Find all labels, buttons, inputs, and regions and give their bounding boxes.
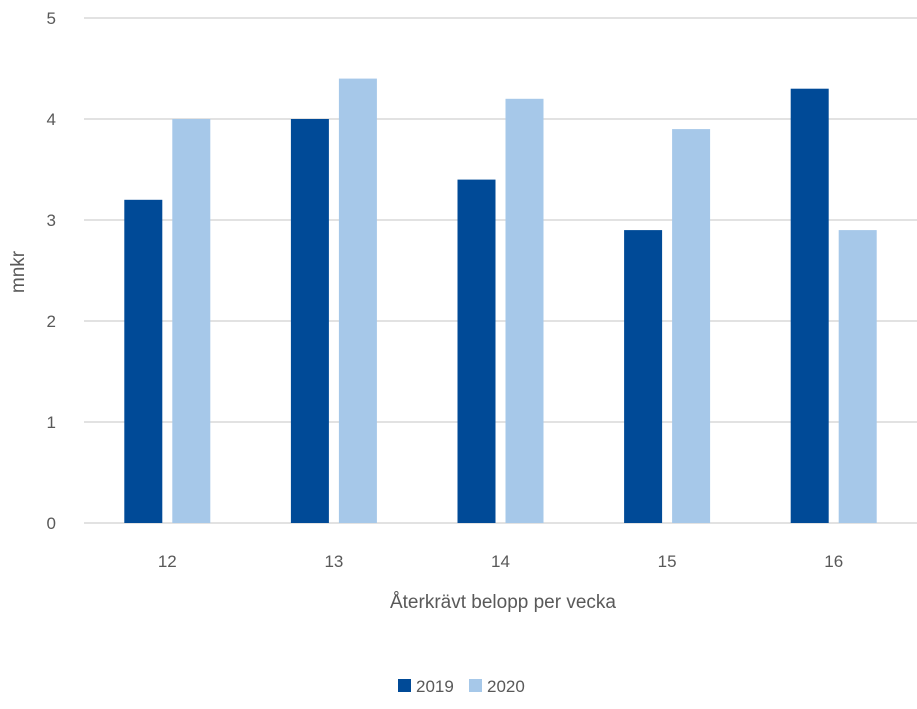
bars xyxy=(124,78,877,524)
bar-2020-13 xyxy=(338,78,377,523)
bar-2020-15 xyxy=(672,129,711,523)
y-axis-title: mnkr xyxy=(8,250,29,293)
bar-2019-13 xyxy=(290,119,329,523)
legend-swatch-2019 xyxy=(398,679,411,692)
y-tick-label: 3 xyxy=(47,211,56,230)
bar-2019-16 xyxy=(790,88,829,523)
x-tick-label: 14 xyxy=(491,552,510,571)
x-tick-label: 12 xyxy=(158,552,177,571)
legend-swatch-2020 xyxy=(469,679,482,692)
y-axis-ticks: 0 1 2 3 4 5 xyxy=(47,9,56,533)
y-tick-label: 1 xyxy=(47,413,56,432)
bar-2020-12 xyxy=(172,119,211,523)
y-tick-label: 5 xyxy=(47,9,56,28)
y-tick-label: 4 xyxy=(47,110,56,129)
x-axis-title: Återkrävt belopp per vecka xyxy=(390,592,616,613)
legend: 2019 2020 xyxy=(398,677,525,696)
bar-2019-12 xyxy=(124,199,163,524)
legend-label-2019: 2019 xyxy=(416,677,454,696)
x-axis-ticks: 12 13 14 15 16 xyxy=(158,552,843,571)
legend-label-2020: 2020 xyxy=(487,677,525,696)
gridlines xyxy=(84,17,917,524)
bar-2019-15 xyxy=(624,230,663,523)
bar-2020-14 xyxy=(505,98,544,524)
y-tick-label: 2 xyxy=(47,312,56,331)
x-tick-label: 16 xyxy=(824,552,843,571)
bar-2019-14 xyxy=(457,179,496,523)
x-tick-label: 15 xyxy=(658,552,677,571)
x-tick-label: 13 xyxy=(324,552,343,571)
bar-2020-16 xyxy=(838,230,877,523)
y-tick-label: 0 xyxy=(47,514,56,533)
